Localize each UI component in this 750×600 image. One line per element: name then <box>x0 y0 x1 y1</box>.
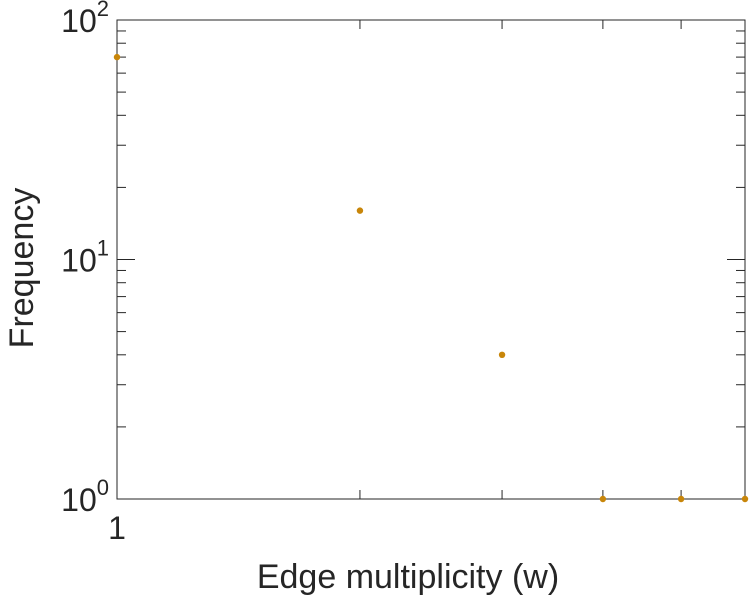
data-point <box>356 207 364 214</box>
x-tick-labels: 1 <box>108 510 126 546</box>
y-tick-label: 100 <box>61 475 109 518</box>
data-point <box>498 351 506 359</box>
y-tick-label: 102 <box>61 0 109 39</box>
minor-ticks <box>117 20 745 499</box>
y-axis-label: Frequency <box>3 188 41 349</box>
x-tick-label: 1 <box>108 510 126 546</box>
y-tick-label: 101 <box>61 236 109 279</box>
data-points <box>113 53 749 503</box>
data-point <box>677 495 685 503</box>
plot-frame <box>116 19 746 500</box>
x-axis-label: Edge multiplicity (w) <box>257 558 559 596</box>
data-point <box>599 495 607 503</box>
data-point <box>741 495 749 503</box>
data-point <box>113 53 121 61</box>
plot-background <box>117 20 745 499</box>
y-tick-labels: 100 101 102 <box>61 0 109 518</box>
